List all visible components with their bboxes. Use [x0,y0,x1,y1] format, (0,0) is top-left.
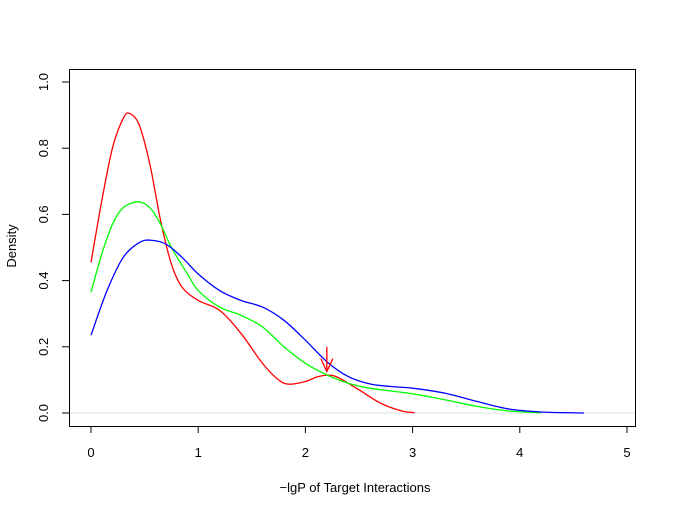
series-layer [90,112,585,414]
x-tick-label: 2 [302,445,309,460]
arrow-head [320,358,334,374]
annotation-layer [320,346,334,374]
y-tick-label: 0.4 [36,272,51,290]
y-tick-label: 0.0 [36,404,51,422]
y-axis: 0.0 0.2 0.4 0.6 0.8 1.0 [36,73,70,422]
x-axis-label: −lgP of Target Interactions [280,480,431,495]
x-tick-label: 5 [623,445,630,460]
y-tick-label: 0.8 [36,139,51,157]
y-axis-label: Density [4,224,19,268]
x-tick-label: 1 [195,445,202,460]
density-curve-3 [90,239,585,414]
y-tick-label: 0.2 [36,338,51,356]
y-tick-label: 1.0 [36,73,51,91]
density-curve-2 [90,201,542,414]
x-axis: 0 1 2 3 4 5 [87,426,631,460]
y-tick-label: 0.6 [36,205,51,223]
plot-frame [69,69,636,427]
x-tick-label: 4 [516,445,523,460]
x-tick-label: 0 [87,445,94,460]
density-curve-1 [90,112,415,414]
x-tick-label: 3 [409,445,416,460]
